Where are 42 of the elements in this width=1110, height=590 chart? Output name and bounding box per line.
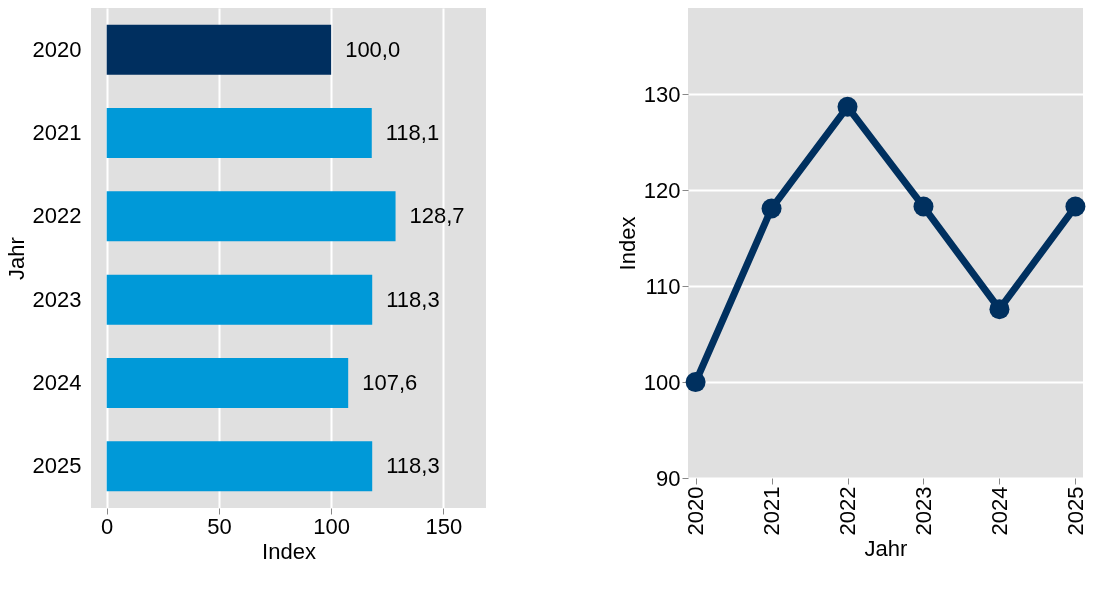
y-tick-label: 2023 <box>32 286 82 312</box>
y-tick-label: 2025 <box>32 453 82 479</box>
point <box>837 96 858 117</box>
bar <box>106 358 349 408</box>
y-axis-title: Jahr <box>3 237 29 280</box>
bar <box>106 274 373 325</box>
data-label: 100,0 <box>345 36 401 62</box>
bar <box>106 108 372 158</box>
bar <box>106 24 332 75</box>
y-tick-label: 120 <box>643 177 681 203</box>
x-tick-label: 100 <box>313 513 350 539</box>
point <box>913 196 934 217</box>
y-tick-label: 110 <box>645 273 681 299</box>
x-tick-label: 2025 <box>1062 486 1088 536</box>
y-tick-label: 2024 <box>32 370 82 395</box>
point <box>685 372 706 393</box>
x-tick-label: 0 <box>101 513 114 539</box>
y-tick-label: 2020 <box>32 36 82 62</box>
x-axis-title: Jahr <box>864 536 908 562</box>
y-tick-label: 130 <box>643 81 681 107</box>
data-label: 107,6 <box>362 370 418 395</box>
point <box>1065 196 1086 217</box>
bar <box>106 191 396 242</box>
y-axis-title: Index <box>614 216 640 271</box>
data-label: 118,3 <box>386 453 440 479</box>
point <box>761 198 782 219</box>
x-axis-title: Index <box>262 538 316 564</box>
y-tick-label: 2021 <box>32 120 82 145</box>
y-tick-label: 2022 <box>32 203 82 229</box>
data-label: 118,3 <box>386 286 440 312</box>
x-tick-label: 2024 <box>986 486 1012 536</box>
y-tick-label: 90 <box>656 465 681 491</box>
x-tick-label: 150 <box>425 513 463 539</box>
y-tick-label: 100 <box>643 369 681 395</box>
bar <box>106 441 373 492</box>
x-tick-label: 2022 <box>835 486 861 536</box>
x-tick-label: 50 <box>207 513 232 539</box>
x-tick-label: 2021 <box>759 486 785 536</box>
data-label: 118,1 <box>385 120 440 145</box>
x-tick-label: 2023 <box>910 486 936 536</box>
point <box>989 299 1010 320</box>
data-label: 128,7 <box>409 203 465 229</box>
